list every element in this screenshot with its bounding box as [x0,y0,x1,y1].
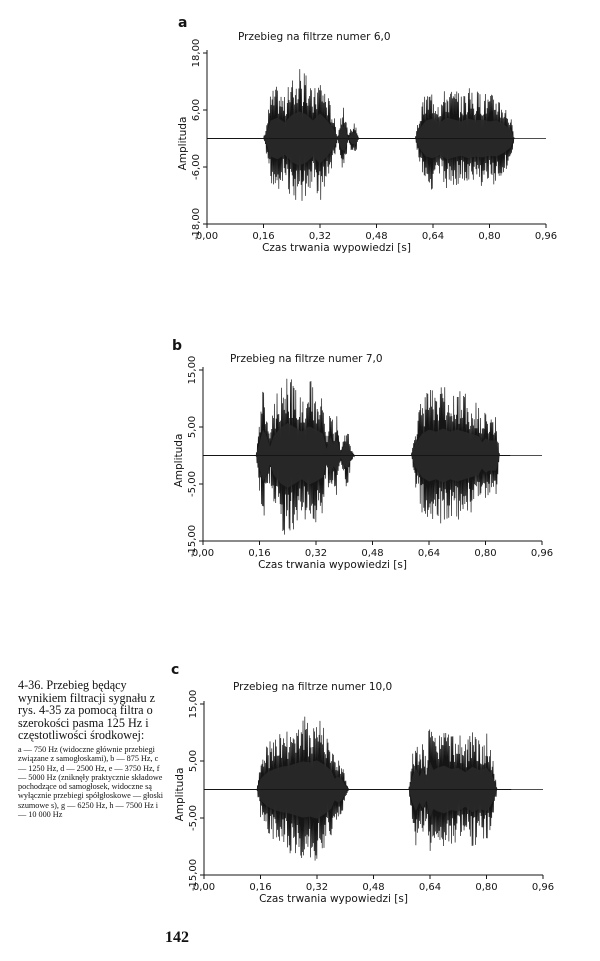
y-tick-label: -5,00 [187,471,198,497]
x-tick-label: 0,48 [365,231,387,242]
x-tick-label: 0,00 [196,231,218,242]
y-tick-label: -18,00 [191,208,202,240]
x-tick-label: 0,32 [309,231,331,242]
x-tick-label: 0,48 [362,882,384,893]
chart-panel-b: b Przebieg na filtrze numer 7,0 0,00 0,16 0,… [172,338,553,571]
x-tick-label: 0,96 [531,548,553,559]
x-tick-label: 0,96 [535,231,557,242]
waveform-core-band [207,111,546,166]
chart-panel-c: c Przebieg na filtrze numer 10,0 0,00 0,16 0… [171,662,554,905]
y-axis-label: Amplituda [177,117,189,171]
waveform-core-band [203,423,542,488]
panel-letter: b [172,338,182,354]
y-tick-label: 6,00 [191,99,202,121]
x-tick-label: 0,32 [306,882,328,893]
x-tick-label: 0,00 [193,882,215,893]
x-axis-label: Czas trwania wypowiedzi [s] [258,559,407,571]
x-tick-label: 0,96 [532,882,554,893]
x-tick-label: 0,80 [474,548,496,559]
x-tick-label: 0,16 [248,548,270,559]
y-tick-label: -15,00 [187,525,198,557]
x-tick-label: 0,64 [418,548,440,559]
y-tick-label: 5,00 [188,750,199,772]
figure-caption: 4-36. Przebieg będący wynikiem filtracji… [18,679,168,819]
panel-letter: a [178,15,187,31]
x-tick-label: 0,64 [422,231,444,242]
x-axis-label: Czas trwania wypowiedzi [s] [262,242,411,254]
chart-title: Przebieg na filtrze numer 6,0 [238,31,391,43]
page-number: 142 [165,929,189,946]
y-tick-label: -5,00 [188,805,199,831]
y-tick-label: 5,00 [187,416,198,438]
x-tick-label: 0,32 [305,548,327,559]
y-tick-label: 15,00 [187,356,198,385]
x-tick-label: 0,16 [249,882,271,893]
waveform-core-band [204,760,543,819]
caption-main-text: 4-36. Przebieg będący wynikiem filtracji… [18,678,156,743]
x-tick-label: 0,64 [419,882,441,893]
chart-panel-a: a Przebieg na filtrze numer 6,0 0,00 0,16 0,… [177,15,557,254]
y-tick-label: 18,00 [191,39,202,68]
x-tick-label: 0,16 [252,231,274,242]
chart-title: Przebieg na filtrze numer 10,0 [233,681,392,693]
y-tick-label: 15,00 [188,690,199,719]
x-tick-label: 0,80 [475,882,497,893]
y-tick-label: -6,00 [191,154,202,180]
chart-title: Przebieg na filtrze numer 7,0 [230,353,383,365]
x-tick-label: 0,00 [192,548,214,559]
y-axis-label: Amplituda [174,768,186,822]
x-tick-label: 0,48 [361,548,383,559]
y-axis-label: Amplituda [173,434,185,488]
caption-detail-text: a — 750 Hz (widoczne głównie przebiegi z… [18,744,164,820]
panel-letter: c [171,662,179,678]
x-tick-label: 0,80 [478,231,500,242]
y-tick-label: -15,00 [188,859,199,891]
x-axis-label: Czas trwania wypowiedzi [s] [259,893,408,905]
